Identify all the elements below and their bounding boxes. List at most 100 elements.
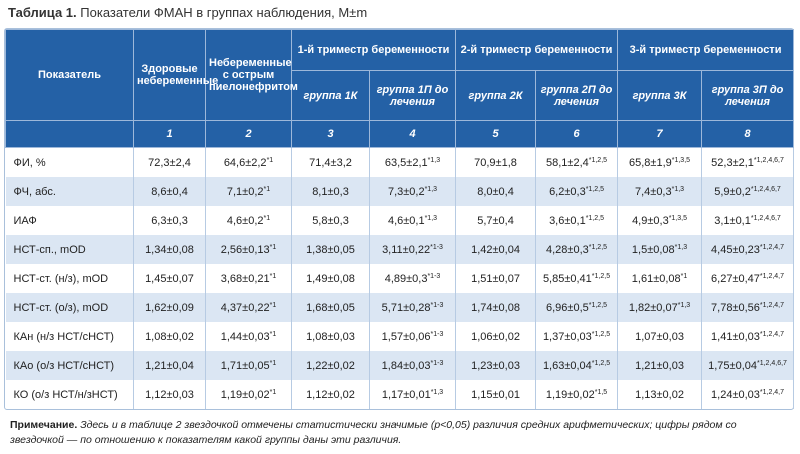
cell-value: 1,84±0,03 [381, 359, 431, 372]
cell-value: 1,06±0,02 [471, 330, 520, 343]
cell: 1,51±0,07 [455, 264, 537, 293]
cell: 1,74±0,08 [455, 293, 537, 322]
cell: 52,3±2,1*1,2,4,6,7 [701, 147, 795, 177]
row-label: НСТ-сп., mOD [5, 235, 134, 264]
significance-mark: *1,2,5 [591, 359, 611, 367]
cell-value: 2,56±0,13 [220, 243, 270, 256]
cell-value: 3,1±0,1 [714, 214, 751, 227]
cell: 1,06±0,02 [455, 322, 537, 351]
cell: 1,82±0,07*1,3 [617, 293, 703, 322]
cell: 5,85±0,41*1,2,5 [535, 264, 619, 293]
cell: 1,08±0,03 [291, 322, 370, 351]
significance-mark: *1,3 [671, 185, 685, 193]
note: Примечание. Здесь и в таблице 2 звездочк… [0, 410, 800, 454]
significance-mark: *1,2,4,6,7 [750, 185, 781, 193]
significance-mark: *1 [269, 359, 277, 367]
table-row: КО (о/з НСТ/н/зНСТ) 1,12±0,03 1,19±0,02*1 1… [5, 380, 795, 409]
cell: 65,8±1,9*1,3,5 [617, 147, 703, 177]
cell-value: 4,45±0,23 [711, 243, 760, 256]
significance-mark: *1,3 [674, 243, 688, 251]
significance-mark: *1 [263, 214, 271, 222]
cell: 6,27±0,47*1,2,4,7 [701, 264, 795, 293]
significance-mark: *1,2,4,7 [759, 301, 785, 309]
significance-mark: *1 [263, 185, 271, 193]
cell: 1,24±0,03*1,2,4,7 [701, 380, 795, 409]
cell-value: 6,96±0,5 [546, 301, 589, 314]
cell-value: 1,21±0,03 [635, 359, 684, 372]
significance-mark: *1,5 [594, 388, 608, 396]
cell: 4,6±0,2*1 [205, 206, 292, 235]
cell: 5,8±0,3 [291, 206, 370, 235]
cell-value: 1,12±0,03 [145, 388, 194, 401]
significance-mark: *1,3,5 [671, 156, 691, 164]
cell-value: 4,28±0,3 [546, 243, 589, 256]
cell: 1,61±0,08*1 [617, 264, 703, 293]
cell-value: 1,61±0,08 [631, 272, 681, 285]
cell: 70,9±1,8 [455, 147, 537, 177]
cell-value: 5,85±0,41 [542, 272, 592, 285]
header-cell: Показатель [5, 29, 134, 121]
significance-mark: *1,2,4,6,7 [753, 156, 784, 164]
row-label: НСТ-ст. (о/з), mOD [5, 293, 134, 322]
table-row: НСТ-сп., mOD 1,34±0,08 2,56±0,13*1 1,38±0,0… [5, 235, 795, 264]
row-label: КАн (н/з НСТ/сНСТ) [5, 322, 134, 351]
cell-value: 7,78±0,56 [711, 301, 760, 314]
cell-value: 7,4±0,3 [634, 185, 672, 198]
cell: 6,3±0,3 [133, 206, 206, 235]
cell-value: 1,08±0,02 [145, 330, 194, 343]
group-header: группа 2П до лечения [535, 70, 619, 121]
significance-mark: *1-3 [430, 301, 444, 309]
cell-value: 1,37±0,03 [542, 330, 592, 343]
cell-value: 8,1±0,3 [312, 185, 349, 198]
cell-value: 1,44±0,03 [220, 330, 270, 343]
cell: 4,6±0,1*1,3 [369, 206, 457, 235]
cell-value: 1,24±0,03 [711, 388, 760, 401]
column-number: 6 [535, 120, 619, 148]
cell: 6,96±0,5*1,2,5 [535, 293, 619, 322]
cell-value: 1,21±0,04 [145, 359, 194, 372]
cell: 1,08±0,02 [133, 322, 206, 351]
cell-value: 1,08±0,03 [306, 330, 355, 343]
cell-value: 64,6±2,2 [223, 156, 267, 169]
header-cell: 2-й триместр беременности [455, 29, 619, 71]
cell-value: 1,12±0,02 [306, 388, 355, 401]
cell: 1,34±0,08 [133, 235, 206, 264]
cell: 71,4±3,2 [291, 147, 370, 177]
table-row: ФИ, % 72,3±2,4 64,6±2,2*1 71,4±3,2 63,5±2,1*… [5, 147, 795, 177]
significance-mark: *1,3 [424, 214, 438, 222]
significance-mark: *1,2,4,7 [759, 330, 785, 338]
cell: 1,84±0,03*1-3 [369, 351, 457, 380]
cell-value: 1,68±0,05 [306, 301, 355, 314]
group-header: группа 3П до лечения [701, 70, 795, 121]
cell: 1,23±0,03 [455, 351, 537, 380]
significance-mark: *1-3 [430, 359, 444, 367]
cell: 8,1±0,3 [291, 177, 370, 206]
significance-mark: *1,2,4,6,7 [756, 359, 787, 367]
group-header: группа 1П до лечения [368, 70, 457, 121]
cell-value: 1,19±0,02 [545, 388, 595, 401]
cell-value: 1,51±0,07 [471, 272, 520, 285]
cell: 1,37±0,03*1,2,5 [535, 322, 619, 351]
table-row: НСТ-ст. (о/з), mOD 1,62±0,09 4,37±0,22*1 1,… [5, 293, 795, 322]
row-label: ФЧ, абс. [5, 177, 134, 206]
column-number: 4 [368, 120, 457, 148]
cell-value: 6,27±0,47 [711, 272, 760, 285]
significance-mark: *1-3 [427, 272, 441, 280]
cell: 8,0±0,4 [455, 177, 537, 206]
cell: 1,19±0,02*1 [205, 380, 292, 409]
cell-value: 1,42±0,04 [471, 243, 520, 256]
cell: 4,45±0,23*1,2,4,7 [701, 235, 795, 264]
cell: 1,19±0,02*1,5 [535, 380, 619, 409]
cell-value: 1,41±0,03 [711, 330, 760, 343]
column-number: 2 [205, 120, 292, 148]
header-cell: 3-й триместр беременности [617, 29, 795, 71]
significance-mark: *1,2,5 [591, 272, 611, 280]
cell-value: 1,38±0,05 [306, 243, 355, 256]
cell-value: 1,63±0,04 [542, 359, 592, 372]
cell: 7,1±0,2*1 [205, 177, 292, 206]
cell: 7,3±0,2*1,3 [369, 177, 457, 206]
significance-mark: *1 [269, 330, 277, 338]
column-number: 7 [617, 120, 703, 148]
cell: 1,07±0,03 [617, 322, 703, 351]
cell-value: 5,9±0,2 [714, 185, 751, 198]
